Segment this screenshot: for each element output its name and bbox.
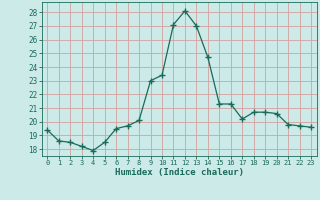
- X-axis label: Humidex (Indice chaleur): Humidex (Indice chaleur): [115, 168, 244, 177]
